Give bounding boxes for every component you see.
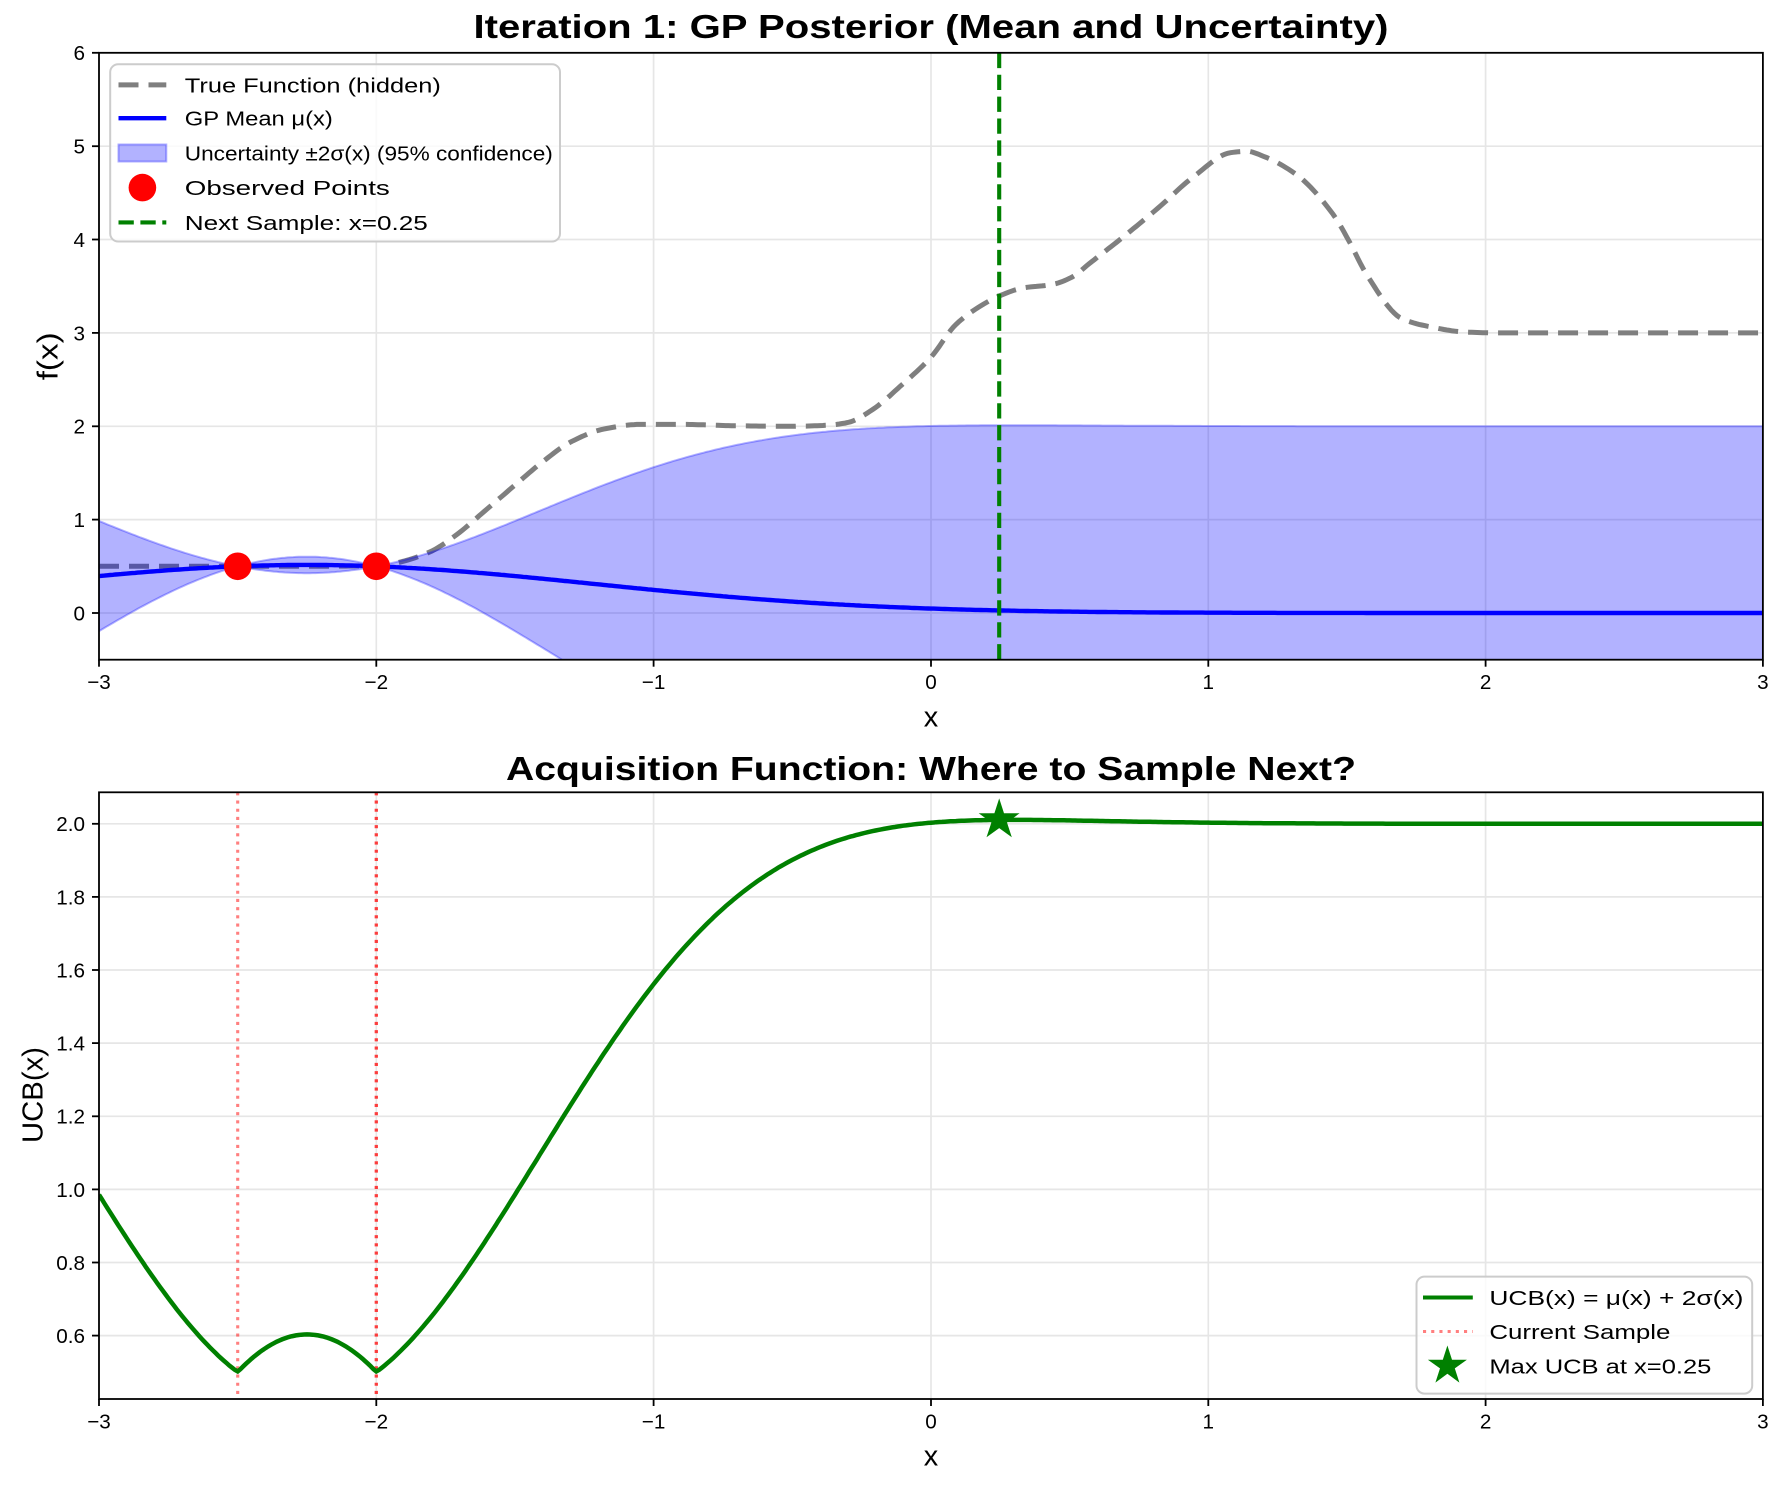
svg-text:UCB(x) = μ(x) + 2σ(x): UCB(x) = μ(x) + 2σ(x) [1489, 1287, 1743, 1310]
svg-text:6: 6 [73, 42, 85, 65]
svg-text:0: 0 [925, 1411, 937, 1434]
svg-text:True Function (hidden): True Function (hidden) [185, 74, 441, 97]
svg-text:−3: −3 [87, 671, 111, 694]
svg-text:0: 0 [73, 602, 85, 625]
svg-text:−3: −3 [87, 1411, 111, 1434]
svg-text:1.8: 1.8 [56, 886, 85, 909]
svg-text:Acquisition Function: Where to: Acquisition Function: Where to Sample Ne… [506, 750, 1356, 787]
svg-text:3: 3 [73, 322, 85, 345]
svg-text:−2: −2 [365, 671, 389, 694]
svg-text:1: 1 [1203, 671, 1215, 694]
svg-text:Current Sample: Current Sample [1489, 1321, 1670, 1344]
svg-text:1.0: 1.0 [56, 1179, 85, 1202]
svg-text:Next Sample: x=0.25: Next Sample: x=0.25 [185, 212, 428, 235]
svg-text:3: 3 [1757, 1411, 1769, 1434]
svg-text:0.8: 0.8 [56, 1252, 85, 1275]
svg-text:3: 3 [1757, 671, 1769, 694]
svg-text:0.6: 0.6 [56, 1325, 85, 1348]
svg-text:1: 1 [73, 509, 85, 532]
svg-text:Observed Points: Observed Points [185, 177, 390, 200]
svg-text:2: 2 [73, 416, 85, 439]
svg-text:f(x): f(x) [33, 332, 65, 380]
svg-text:2: 2 [1480, 671, 1492, 694]
svg-text:x: x [924, 1441, 939, 1473]
svg-text:1.6: 1.6 [56, 959, 85, 982]
svg-text:Iteration 1: GP Posterior (Mea: Iteration 1: GP Posterior (Mean and Unce… [474, 8, 1389, 45]
svg-text:5: 5 [73, 136, 85, 159]
svg-text:1: 1 [1203, 1411, 1215, 1434]
svg-text:0: 0 [925, 671, 937, 694]
svg-text:GP Mean μ(x): GP Mean μ(x) [185, 108, 333, 131]
svg-text:2: 2 [1480, 1411, 1492, 1434]
svg-text:Max UCB at x=0.25: Max UCB at x=0.25 [1489, 1355, 1711, 1378]
svg-text:x: x [924, 701, 939, 733]
svg-text:4: 4 [73, 229, 85, 252]
svg-text:UCB(x): UCB(x) [18, 1047, 50, 1143]
svg-text:−2: −2 [365, 1411, 389, 1434]
svg-text:Uncertainty ±2σ(x) (95% confid: Uncertainty ±2σ(x) (95% confidence) [185, 142, 553, 165]
svg-text:−1: −1 [642, 1411, 666, 1434]
svg-text:1.4: 1.4 [56, 1033, 85, 1056]
svg-text:1.2: 1.2 [56, 1106, 85, 1129]
svg-text:−1: −1 [642, 671, 666, 694]
svg-text:2.0: 2.0 [56, 813, 85, 836]
